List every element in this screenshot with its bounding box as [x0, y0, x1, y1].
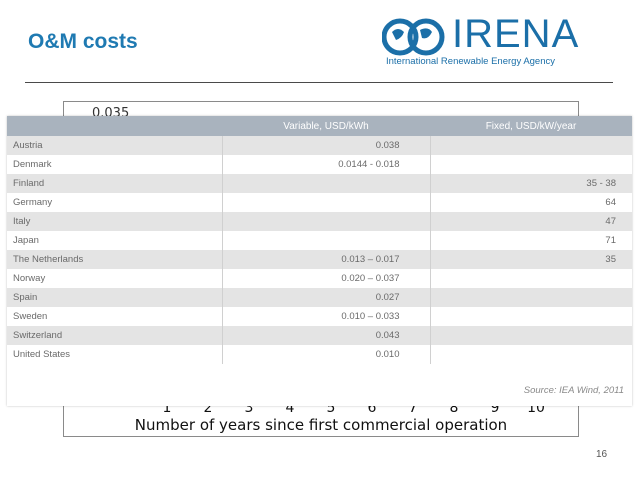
cell-variable: 0.027 — [221, 288, 430, 307]
logo-wordmark: IRENA — [452, 12, 580, 56]
spacer-cell — [7, 364, 632, 378]
cell-fixed — [429, 307, 632, 326]
cell-variable — [221, 193, 430, 212]
table-header-row: Variable, USD/kWh Fixed, USD/kW/year — [7, 116, 632, 136]
cell-country: Japan — [13, 235, 39, 246]
cell-country: Italy — [7, 212, 222, 231]
table-row: The Netherlands 0.013 – 0.017 35 — [7, 250, 632, 269]
cell-country: Denmark — [13, 159, 52, 170]
cell-fixed — [429, 155, 632, 174]
cell-fixed — [429, 269, 632, 288]
cell-country: Sweden — [13, 311, 48, 322]
cell-country: Norway — [13, 273, 46, 284]
cell-variable: 0.013 – 0.017 — [221, 250, 430, 269]
cell-fixed: 35 — [429, 250, 632, 269]
cell-variable: 0.0144 - 0.018 — [221, 155, 430, 174]
x-tick-label: 7 — [408, 400, 418, 416]
cell-fixed: 64 — [429, 193, 632, 212]
x-tick-label: 2 — [203, 400, 213, 416]
title-divider — [25, 82, 613, 83]
cell-fixed — [429, 326, 632, 345]
header-fixed: Fixed, USD/kW/year — [430, 116, 632, 136]
table-row: Norway 0.020 – 0.037 — [7, 269, 632, 288]
table-row: Italy 47 — [7, 212, 632, 231]
table-row: United States 0.010 — [7, 345, 632, 364]
table-spacer-row — [7, 364, 632, 378]
table-row: Japan 71 — [7, 231, 632, 250]
x-tick-label: 1 — [162, 400, 172, 416]
cell-variable: 0.010 — [221, 345, 430, 364]
cell-fixed — [429, 345, 632, 364]
x-tick-label: 3 — [244, 400, 254, 416]
table-row: Finland 35 - 38 — [7, 174, 632, 193]
cell-country: Switzerland — [7, 326, 222, 345]
cell-fixed — [429, 288, 632, 307]
cell-fixed: 35 - 38 — [429, 174, 632, 193]
table-row: Germany 64 — [7, 193, 632, 212]
source-row: Source: IEA Wind, 2011 — [7, 378, 632, 402]
irena-logo: IRENA International Renewable Energy Age… — [378, 10, 592, 72]
cell-fixed: 47 — [429, 212, 632, 231]
cell-variable — [221, 174, 430, 193]
x-axis-label: Number of years since first commercial o… — [134, 416, 508, 434]
table-row: Sweden 0.010 – 0.033 — [7, 307, 632, 326]
table-source-note: Source: IEA Wind, 2011 — [523, 384, 624, 396]
page-number: 16 — [596, 449, 608, 460]
cell-country: United States — [13, 349, 71, 360]
logo-tagline: International Renewable Energy Agency — [386, 56, 556, 67]
irena-globes-icon — [382, 18, 445, 56]
x-tick-label: 6 — [367, 400, 377, 416]
table-row: Switzerland 0.043 — [7, 326, 632, 345]
cell-fixed: 71 — [429, 231, 632, 250]
om-cost-table: Variable, USD/kWh Fixed, USD/kW/year Aus… — [7, 116, 632, 402]
cell-country: Spain — [7, 288, 222, 307]
om-cost-table-card: Variable, USD/kWh Fixed, USD/kW/year Aus… — [7, 116, 632, 406]
cell-country: Austria — [7, 136, 222, 155]
header-variable: Variable, USD/kWh — [222, 116, 430, 136]
cell-variable: 0.010 – 0.033 — [221, 307, 430, 326]
table-row: Denmark 0.0144 - 0.018 — [7, 155, 632, 174]
cell-country: The Netherlands — [7, 250, 222, 269]
cell-variable: 0.038 — [221, 136, 430, 155]
slide-title: O&M costs — [28, 30, 138, 53]
cell-variable — [221, 231, 430, 250]
header-country — [7, 116, 222, 136]
cell-variable: 0.043 — [221, 326, 430, 345]
x-tick-label: 8 — [449, 400, 459, 416]
cell-country: Germany — [13, 197, 53, 208]
cell-variable: 0.020 – 0.037 — [221, 269, 430, 288]
table-row: Spain 0.027 — [7, 288, 632, 307]
table-row: Austria 0.038 — [7, 136, 632, 155]
x-tick-label: 4 — [285, 400, 295, 416]
x-tick-label: 9 — [490, 400, 500, 416]
cell-variable — [221, 212, 430, 231]
x-tick-label: 5 — [326, 400, 336, 416]
cell-country: Finland — [7, 174, 222, 193]
cell-fixed — [429, 136, 632, 155]
